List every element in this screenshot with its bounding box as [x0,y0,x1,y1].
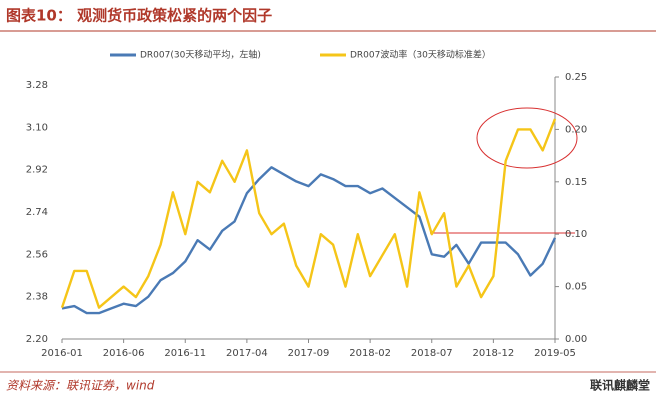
x-tick-label: 2016-01 [41,348,83,359]
x-tick-label: 2018-12 [472,348,514,359]
x-tick-label: 2018-07 [411,348,453,359]
watermark: 联讯麒麟堂 [590,378,650,393]
x-tick-label: 2016-06 [103,348,145,359]
x-tick-label: 2017-04 [226,348,268,359]
y2-tick-label: 0.00 [565,334,587,345]
annotation-circle [476,107,578,169]
y-tick-label: 3.28 [26,80,48,91]
y2-tick-label: 0.15 [565,177,587,188]
x-tick-label: 2017-09 [288,348,330,359]
y2-tick-label: 0.05 [565,282,587,293]
y-tick-label: 2.74 [26,207,48,218]
y-tick-label: 2.38 [26,292,48,303]
y-tick-label: 2.20 [26,334,48,345]
x-tick-label: 2016-11 [164,348,206,359]
x-tick-label: 2018-02 [349,348,391,359]
y-tick-label: 2.56 [26,249,48,260]
y2-tick-label: 0.25 [565,72,587,83]
y-tick-label: 2.92 [26,165,48,176]
y-tick-label: 3.10 [26,122,48,133]
legend-label: DR007波动率（30天移动标准差） [350,49,491,61]
series-line [61,166,557,315]
y2-tick-label: 0.10 [565,229,587,240]
legend-label: DR007(30天移动平均，左轴) [140,49,261,61]
y2-tick-label: 0.20 [565,124,587,135]
chart-title: 图表10： 观测货币政策松紧的两个因子 [6,7,272,25]
source: 资料来源：联讯证券，wind [6,379,155,393]
x-tick-label: 2019-05 [534,348,576,359]
series-line [60,118,557,309]
